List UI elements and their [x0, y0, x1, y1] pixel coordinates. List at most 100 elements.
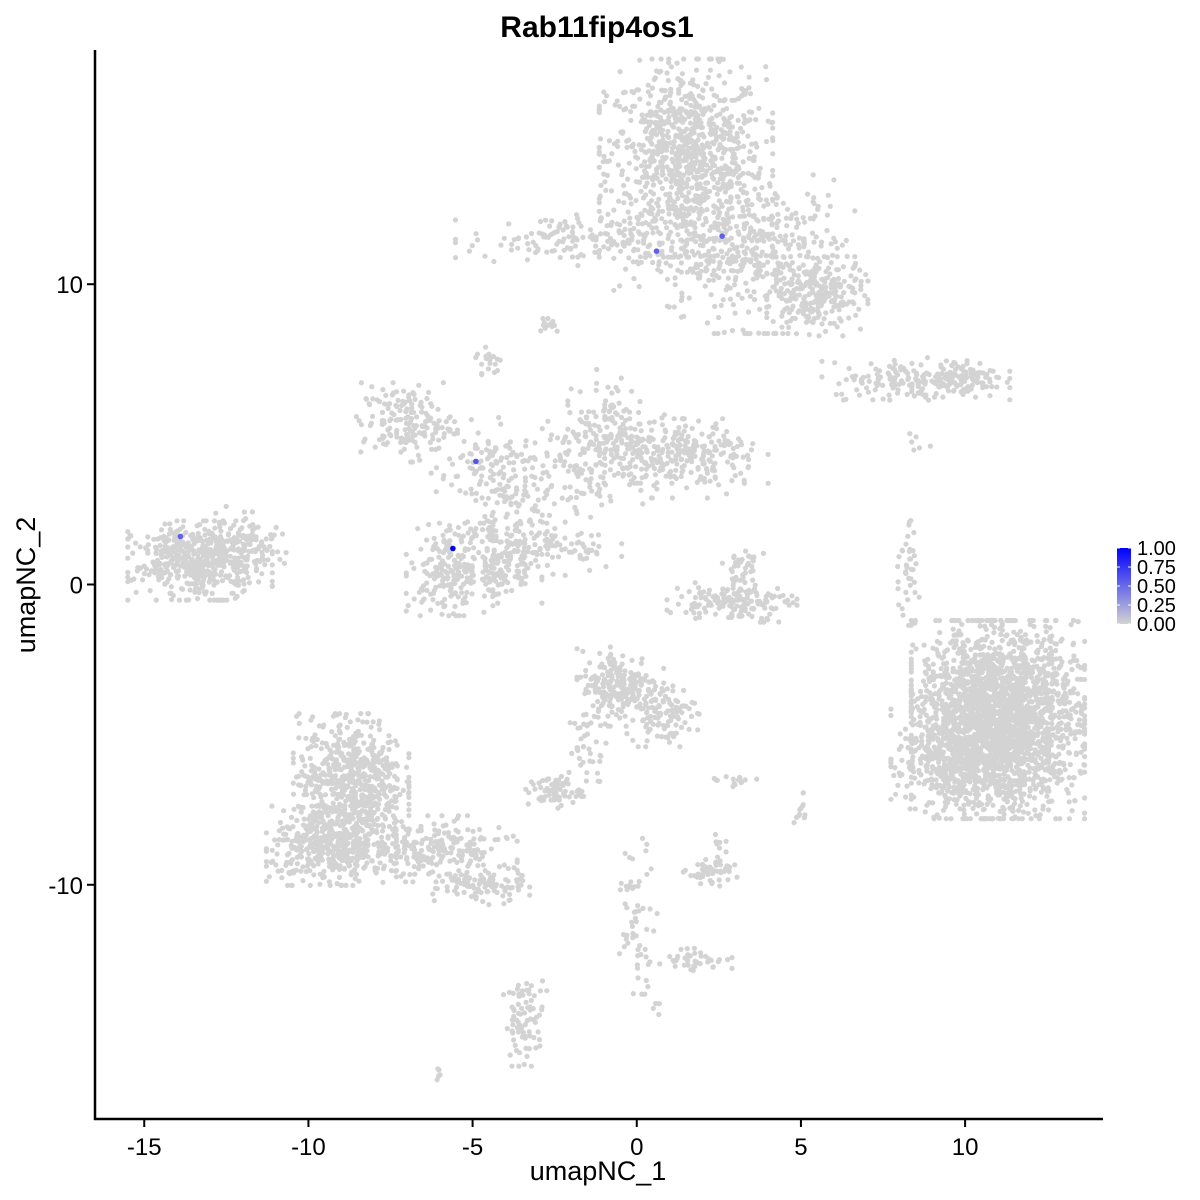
cell-point: [766, 216, 772, 222]
cell-point: [651, 419, 657, 425]
cell-point: [876, 376, 882, 382]
cell-point: [515, 245, 521, 251]
cell-point: [863, 272, 869, 278]
cell-point: [963, 369, 969, 375]
cell-point: [764, 310, 770, 316]
cell-point: [796, 266, 802, 272]
cell-point: [657, 242, 663, 248]
cell-point: [779, 324, 785, 330]
cell-point: [642, 184, 649, 190]
cell-point: [790, 268, 796, 274]
cell-point: [821, 254, 827, 260]
cell-point: [644, 135, 651, 141]
cell-point: [904, 563, 910, 569]
cell-point: [440, 380, 446, 386]
cell-point: [613, 438, 619, 444]
cell-point: [722, 80, 728, 86]
cell-point: [217, 524, 223, 530]
cell-point: [735, 194, 741, 200]
cell-point: [599, 502, 605, 508]
cell-point: [1063, 671, 1069, 678]
cell-point: [528, 530, 535, 536]
cell-point: [722, 117, 728, 123]
cell-point: [754, 217, 760, 223]
cell-point: [602, 179, 608, 185]
cell-point: [699, 131, 706, 137]
cell-point: [905, 376, 911, 383]
cell-point: [641, 237, 647, 243]
cell-point: [497, 571, 503, 577]
cell-point: [617, 103, 623, 110]
cell-point: [674, 585, 681, 591]
cell-point: [694, 182, 700, 188]
cell-point: [574, 488, 580, 494]
cell-point: [554, 328, 560, 334]
cell-point: [805, 191, 811, 197]
cell-point: [703, 180, 709, 186]
cell-point: [728, 133, 734, 139]
cell-point: [745, 207, 752, 213]
cell-point: [539, 519, 546, 525]
cell-point: [675, 232, 681, 238]
cell-point: [465, 459, 471, 465]
cell-point: [492, 361, 498, 367]
cell-point: [695, 56, 702, 62]
cell-point: [687, 456, 693, 462]
cell-point: [910, 642, 916, 648]
cell-point: [269, 570, 275, 576]
cell-point: [870, 397, 876, 403]
cell-point: [544, 520, 550, 526]
cell-point: [831, 235, 837, 241]
cell-point: [735, 291, 741, 298]
cell-point: [557, 452, 563, 458]
cell-point: [566, 439, 572, 445]
cell-point: [673, 467, 679, 473]
cell-point: [674, 167, 680, 173]
cell-point: [527, 518, 534, 524]
cell-point: [678, 253, 684, 259]
cell-point: [601, 153, 607, 159]
cell-point: [589, 488, 595, 494]
cell-point: [597, 486, 603, 492]
cell-point: [746, 74, 752, 80]
cell-point: [659, 185, 666, 192]
cell-point: [672, 275, 678, 281]
cell-point: [459, 552, 465, 559]
cell-point: [619, 168, 626, 174]
cell-point: [1012, 801, 1018, 807]
cell-point: [828, 260, 834, 266]
cell-point: [661, 412, 668, 418]
cell-point: [712, 475, 719, 481]
cell-point: [651, 148, 657, 154]
cell-point: [391, 412, 397, 418]
cell-point: [525, 458, 531, 464]
cell-point: [977, 360, 983, 366]
cell-point: [631, 276, 637, 282]
cell-point: [669, 441, 675, 447]
cell-point: [224, 557, 230, 563]
cell-point: [836, 381, 842, 387]
cell-point: [663, 154, 669, 161]
cell-point: [411, 565, 417, 572]
cell-point: [646, 101, 652, 107]
cell-point: [513, 452, 520, 458]
cell-point: [710, 424, 716, 430]
cell-point: [422, 568, 428, 575]
cell-point: [235, 548, 241, 554]
cell-point: [739, 295, 745, 301]
cell-point: [485, 366, 491, 372]
cell-point: [686, 162, 693, 168]
cell-point: [496, 591, 502, 597]
cell-point: [711, 268, 717, 274]
cell-point: [785, 330, 791, 337]
cell-point: [746, 155, 752, 161]
cell-point: [524, 257, 531, 263]
cell-point: [545, 418, 551, 424]
cell-point: [503, 564, 509, 570]
cell-point: [479, 495, 485, 501]
cell-point: [174, 573, 180, 580]
cell-point: [153, 550, 159, 556]
cell-point: [604, 424, 610, 430]
cell-point: [401, 388, 407, 394]
cell-point: [715, 227, 721, 233]
